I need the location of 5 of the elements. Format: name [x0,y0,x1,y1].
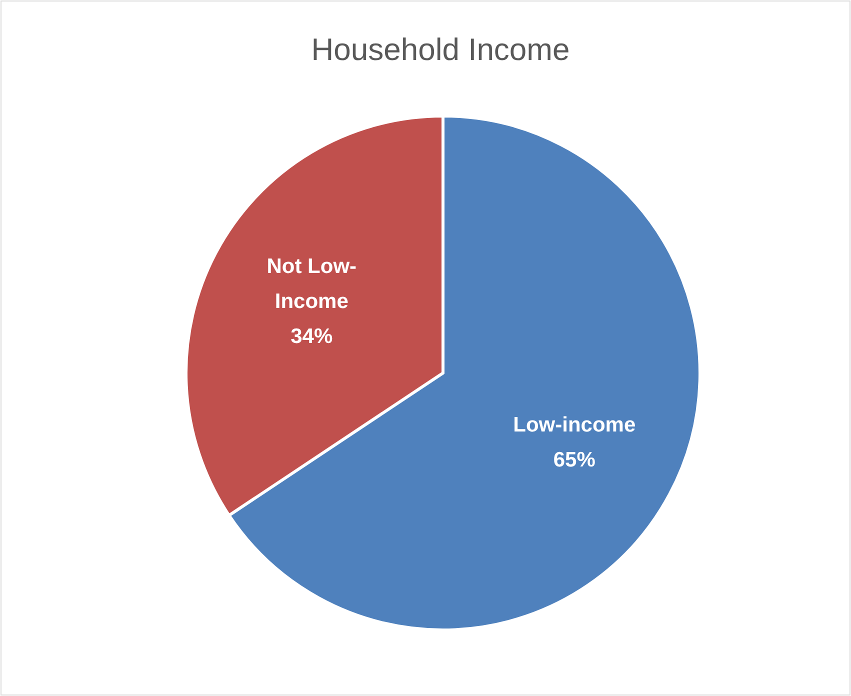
slice-label: Low-income [513,413,636,436]
slice-label: Not Low-Income [266,255,357,314]
data-label: 34% [290,325,333,348]
data-label: 65% [553,448,596,472]
chart-title: Household Income [311,32,570,67]
